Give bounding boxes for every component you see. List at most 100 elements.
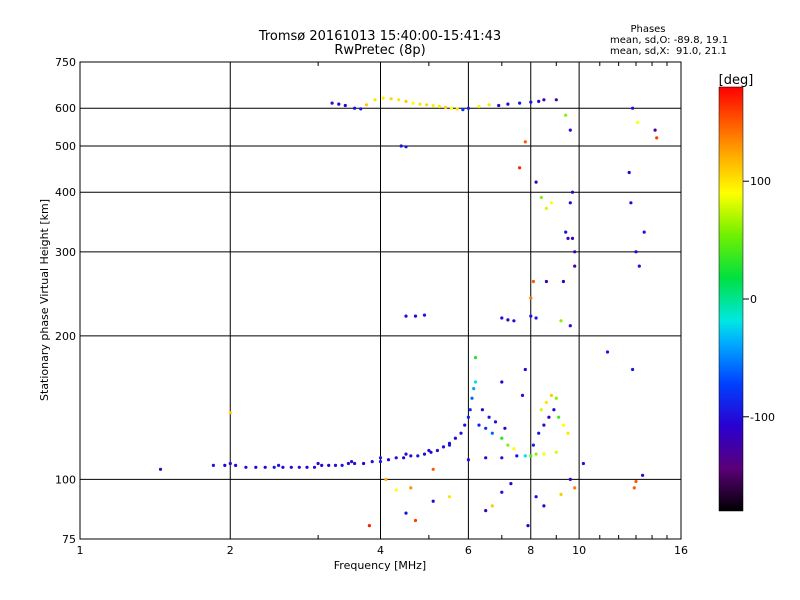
data-point: [581, 461, 586, 466]
data-point: [353, 461, 357, 466]
data-point: [566, 431, 570, 435]
data-point: [642, 230, 646, 234]
data-point: [378, 456, 383, 460]
data-point: [409, 454, 413, 458]
data-point: [413, 518, 418, 523]
chart-title-line2: RwPretec (8p): [334, 43, 425, 58]
data-point: [534, 316, 538, 320]
data-point: [531, 279, 536, 284]
phases-x-stats: mean, sd,X: 91.0, 21.1: [610, 46, 727, 57]
data-point: [435, 448, 439, 453]
data-point: [518, 101, 522, 105]
data-point: [409, 486, 413, 490]
data-point: [447, 443, 452, 447]
data-point: [561, 279, 566, 284]
data-point: [570, 190, 575, 194]
data-point: [653, 128, 657, 132]
data-point: [547, 415, 551, 419]
data-point: [228, 461, 232, 466]
data-point: [573, 250, 577, 254]
colorbar-tick-label: 100: [750, 175, 771, 188]
data-point: [427, 448, 431, 453]
data-point: [281, 465, 285, 469]
data-point: [490, 504, 494, 508]
colorbar-tick-label: 0: [750, 293, 757, 306]
data-point: [272, 465, 276, 469]
data-point: [418, 102, 422, 106]
data-point: [364, 103, 369, 107]
data-point: [441, 445, 446, 449]
data-point: [512, 319, 516, 323]
data-point: [381, 96, 385, 100]
data-point: [552, 408, 556, 412]
data-point: [480, 408, 484, 412]
data-point: [340, 463, 344, 467]
data-point: [484, 456, 488, 460]
data-point: [634, 250, 638, 254]
data-point: [411, 101, 415, 105]
data-point: [337, 102, 341, 106]
data-point: [359, 107, 363, 111]
data-point: [404, 99, 408, 103]
data-point: [506, 102, 510, 106]
data-point: [544, 400, 549, 404]
data-point: [539, 408, 543, 412]
data-point: [632, 486, 636, 490]
x-tick-label: 10: [572, 544, 586, 557]
x-tick-label: 6: [465, 544, 472, 557]
x-tick-label: 2: [227, 544, 234, 557]
data-point: [346, 461, 350, 466]
data-point: [559, 492, 563, 496]
data-point: [431, 103, 435, 108]
data-point: [500, 456, 504, 460]
data-point: [549, 201, 554, 205]
data-point: [515, 454, 519, 458]
data-point: [397, 98, 401, 102]
data-point: [437, 104, 441, 109]
data-point: [566, 236, 570, 240]
grid-lines: [80, 62, 681, 539]
y-tick-label: 200: [55, 330, 76, 343]
x-tick-label: 1: [77, 544, 84, 557]
data-point: [404, 511, 408, 515]
data-point: [537, 99, 541, 103]
data-point: [466, 458, 470, 462]
data-point: [573, 264, 577, 268]
colorbar-label: [deg]: [719, 73, 754, 88]
data-point: [520, 393, 525, 397]
data-point: [431, 467, 435, 471]
data-point: [477, 423, 481, 427]
data-point: [367, 524, 371, 528]
data-point: [554, 98, 558, 102]
data-point: [523, 140, 527, 144]
data-point: [512, 447, 516, 451]
data-point: [404, 452, 408, 456]
data-point: [534, 452, 538, 456]
data-point: [518, 166, 522, 170]
data-point: [500, 490, 504, 494]
data-point: [487, 103, 491, 107]
data-point: [526, 524, 530, 528]
data-point: [404, 145, 408, 149]
data-point: [631, 367, 635, 372]
data-point: [254, 465, 258, 469]
data-point: [234, 463, 238, 467]
data-point: [416, 454, 420, 458]
data-point: [636, 120, 640, 125]
data-point: [316, 461, 320, 466]
data-point: [484, 426, 488, 430]
data-point: [531, 443, 536, 447]
data-point: [453, 436, 457, 440]
data-point: [277, 463, 281, 467]
data-point: [537, 431, 541, 435]
data-point: [353, 106, 357, 110]
data-point: [534, 180, 538, 184]
x-tick-label: 16: [674, 544, 688, 557]
data-point: [564, 113, 568, 117]
data-point: [459, 431, 463, 435]
phases-label: Phases: [630, 24, 665, 35]
data-point: [568, 324, 572, 328]
data-point: [542, 504, 546, 508]
data-point: [605, 350, 610, 354]
data-point: [455, 107, 459, 111]
